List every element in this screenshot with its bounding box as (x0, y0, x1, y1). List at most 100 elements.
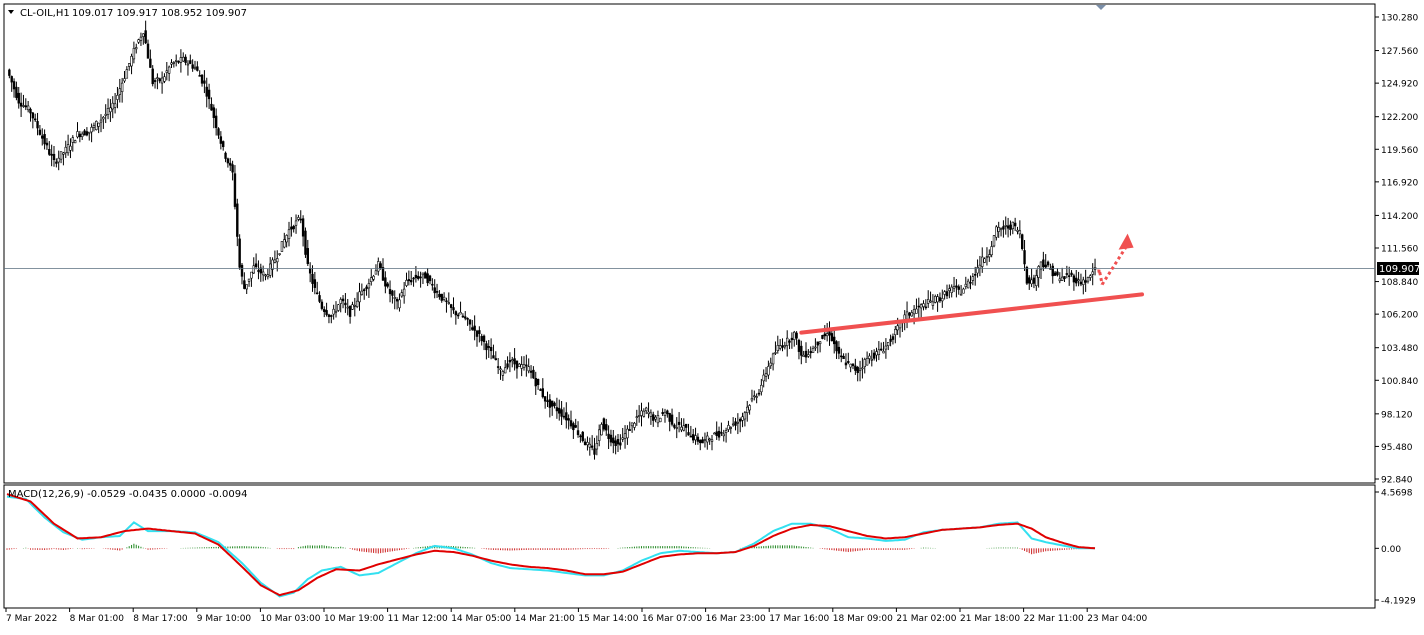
price-tick-label: 119.560 (1381, 146, 1418, 156)
candle (694, 427, 697, 445)
candle (1068, 266, 1071, 286)
candle (318, 291, 321, 304)
candle (146, 39, 150, 59)
candle (687, 423, 690, 436)
time-tick-label: 10 Mar 19:00 (324, 614, 384, 624)
time-tick-label: 18 Mar 09:00 (833, 614, 893, 624)
candle (534, 371, 537, 395)
candle (182, 52, 185, 63)
candle (95, 120, 98, 131)
candle (139, 32, 143, 46)
candle (1082, 276, 1085, 295)
candle (1028, 275, 1031, 290)
candle (642, 408, 646, 418)
candle (471, 319, 474, 331)
candle (337, 303, 340, 312)
candle (738, 417, 742, 433)
candle (393, 290, 396, 310)
candle (529, 365, 533, 379)
candle (1053, 270, 1057, 276)
candle (602, 417, 606, 432)
candle (189, 54, 192, 65)
candle (870, 350, 874, 367)
candle (280, 241, 284, 252)
candle (243, 272, 246, 290)
time-tick-label: 10 Mar 03:00 (260, 614, 320, 624)
candle (163, 73, 166, 84)
candle (501, 369, 505, 381)
candle (125, 66, 129, 79)
time-tick-label: 15 Mar 14:00 (578, 614, 638, 624)
candle (1063, 276, 1066, 282)
candle (59, 151, 63, 164)
candle (118, 78, 122, 103)
candle (816, 341, 819, 354)
candle (922, 300, 925, 311)
candle (612, 430, 615, 454)
candle (992, 234, 996, 248)
current-price-label: 109.907 (1379, 264, 1420, 275)
candle (431, 278, 434, 291)
price-tick-label: 95.480 (1381, 443, 1413, 453)
candle (287, 221, 291, 247)
candle (861, 357, 864, 379)
candle (569, 410, 573, 429)
candle (988, 249, 991, 262)
candle (762, 369, 765, 388)
candle (1037, 265, 1040, 288)
candle (245, 284, 248, 294)
dotted-arrow-shaft (1097, 246, 1127, 286)
candle (33, 113, 37, 122)
candle (1004, 216, 1007, 235)
candle (398, 293, 401, 312)
candle (12, 78, 16, 98)
candle (706, 431, 709, 450)
candle (684, 423, 688, 437)
candle (492, 344, 495, 359)
candle (233, 165, 237, 210)
candle (807, 349, 810, 358)
candle (191, 59, 194, 72)
candle (746, 400, 749, 422)
candle (731, 417, 735, 427)
candle (313, 271, 317, 295)
candle (635, 409, 639, 426)
candle (179, 49, 183, 73)
time-tick-label: 16 Mar 23:00 (706, 614, 766, 624)
candle (971, 273, 975, 286)
candle (90, 123, 93, 143)
candle (842, 353, 845, 360)
candle (442, 292, 446, 302)
candle (177, 60, 180, 64)
candle (659, 417, 662, 423)
candle (358, 282, 361, 311)
candle (365, 284, 368, 296)
candle (1013, 217, 1017, 232)
candle (682, 418, 686, 432)
support-trendline[interactable] (799, 292, 1145, 335)
candle (637, 405, 641, 423)
time-tick-label: 14 Mar 21:00 (515, 614, 575, 624)
macd-pane[interactable] (3, 484, 1376, 609)
price-tick-label: 98.120 (1381, 410, 1413, 420)
shift-marker-icon[interactable] (1096, 5, 1106, 10)
candle (151, 65, 154, 87)
candle (614, 435, 617, 455)
symbol-name: CL-OIL,H1 (20, 8, 70, 19)
candle (675, 417, 678, 439)
candle (771, 352, 775, 371)
candle (673, 423, 676, 430)
candle (83, 129, 86, 136)
candle (294, 214, 298, 234)
candle (565, 402, 568, 429)
candle (487, 340, 490, 358)
candle (560, 401, 563, 426)
candle (320, 299, 324, 311)
candle (330, 314, 333, 324)
candle (590, 435, 594, 451)
symbol-dropdown-icon[interactable] (8, 10, 14, 14)
candle (654, 415, 657, 423)
price-pane[interactable] (3, 3, 1376, 484)
